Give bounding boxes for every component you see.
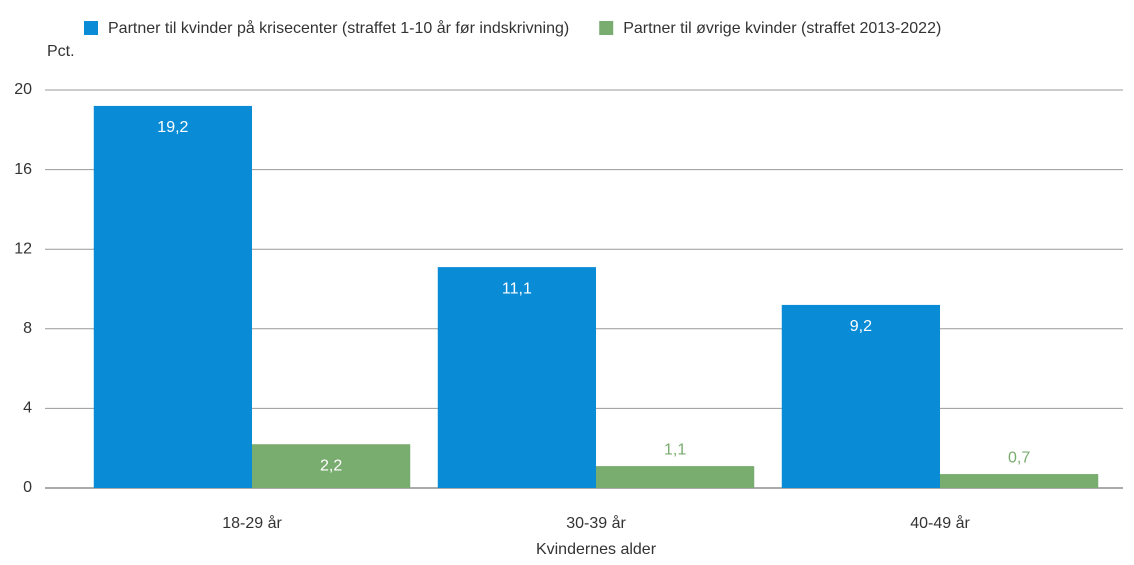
x-tick-label: 30-39 år <box>566 514 626 532</box>
y-tick-label: 12 <box>14 240 32 257</box>
data-label: 19,2 <box>157 119 188 136</box>
y-tick-label: 8 <box>23 320 32 337</box>
y-tick-label: 16 <box>14 161 32 178</box>
bar <box>596 466 755 488</box>
y-tick-label: 0 <box>23 479 32 496</box>
legend-swatch <box>599 21 614 35</box>
bar <box>781 304 940 488</box>
y-tick-label: 20 <box>14 81 32 98</box>
data-label: 2,2 <box>320 457 342 474</box>
x-tick-label: 40-49 år <box>910 514 970 532</box>
data-label: 11,1 <box>502 280 532 297</box>
x-axis-label: Kvindernes alder <box>536 541 657 558</box>
legend-label: Partner til kvinder på krisecenter (stra… <box>108 19 569 37</box>
y-axis-label: Pct. <box>47 43 75 60</box>
data-label: 1,1 <box>664 441 686 458</box>
bar <box>252 444 411 488</box>
data-label: 0,7 <box>1008 449 1030 466</box>
bar <box>437 267 596 488</box>
x-tick-label: 18-29 år <box>222 514 282 532</box>
data-label: 9,2 <box>850 318 872 335</box>
bar <box>940 474 1099 488</box>
bar <box>93 105 252 489</box>
legend-label: Partner til øvrige kvinder (straffet 201… <box>623 20 941 37</box>
y-tick-label: 4 <box>23 400 32 417</box>
legend-swatch <box>84 21 98 35</box>
